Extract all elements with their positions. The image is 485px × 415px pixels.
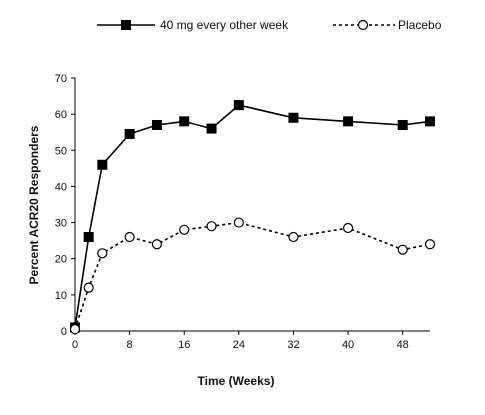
x-tick-label: 16	[178, 339, 190, 351]
data-point	[151, 239, 163, 250]
data-point	[206, 221, 217, 232]
series-line	[74, 221, 431, 330]
legend-marker-series-2	[357, 19, 369, 31]
data-point	[124, 231, 135, 243]
data-point	[424, 239, 436, 250]
y-tick-label: 70	[55, 73, 67, 85]
legend: 40 mg every other week Placebo	[97, 18, 442, 32]
data-point	[343, 116, 354, 127]
data-point	[288, 231, 299, 243]
data-point	[397, 119, 408, 130]
data-point	[97, 159, 108, 170]
legend-label-series-1: 40 mg every other week	[160, 18, 289, 32]
x-tick-label: 40	[342, 339, 354, 351]
axes: 0 10 20 30 40 50 60 70 0 8 16 24 32 40 48	[55, 73, 430, 351]
x-axis-title: Time (Weeks)	[198, 374, 275, 388]
y-tick-label: 60	[55, 109, 67, 121]
data-point	[425, 116, 435, 127]
y-tick-label: 40	[55, 181, 67, 193]
series-1	[70, 100, 435, 333]
data-point	[233, 100, 244, 111]
x-tick-label: 48	[397, 339, 409, 351]
y-tick-label: 0	[61, 326, 67, 338]
y-tick-label: 20	[55, 254, 67, 266]
series-layer	[69, 100, 436, 335]
x-tick-label: 0	[72, 339, 78, 351]
data-point	[233, 217, 244, 228]
data-point	[288, 112, 299, 123]
x-tick-label: 24	[233, 339, 245, 351]
data-point	[342, 222, 354, 234]
legend-marker-series-1	[121, 20, 131, 30]
data-point	[179, 116, 190, 127]
x-tick-label: 32	[287, 339, 299, 351]
data-point	[206, 123, 217, 134]
data-point	[69, 324, 81, 335]
data-point	[179, 224, 190, 235]
y-axis-title: Percent ACR20 Responders	[27, 125, 41, 284]
legend-label-series-2: Placebo	[398, 18, 442, 32]
y-tick-label: 30	[55, 218, 67, 230]
data-point	[97, 248, 108, 259]
data-point	[83, 232, 94, 243]
data-point	[124, 129, 135, 140]
y-tick-label: 50	[55, 145, 67, 157]
data-point	[151, 119, 162, 130]
series-line	[74, 104, 431, 328]
y-tick-label: 10	[55, 290, 67, 302]
data-point	[397, 244, 408, 255]
x-tick-label: 8	[127, 339, 133, 351]
series-2	[69, 217, 436, 335]
data-point	[83, 282, 94, 293]
